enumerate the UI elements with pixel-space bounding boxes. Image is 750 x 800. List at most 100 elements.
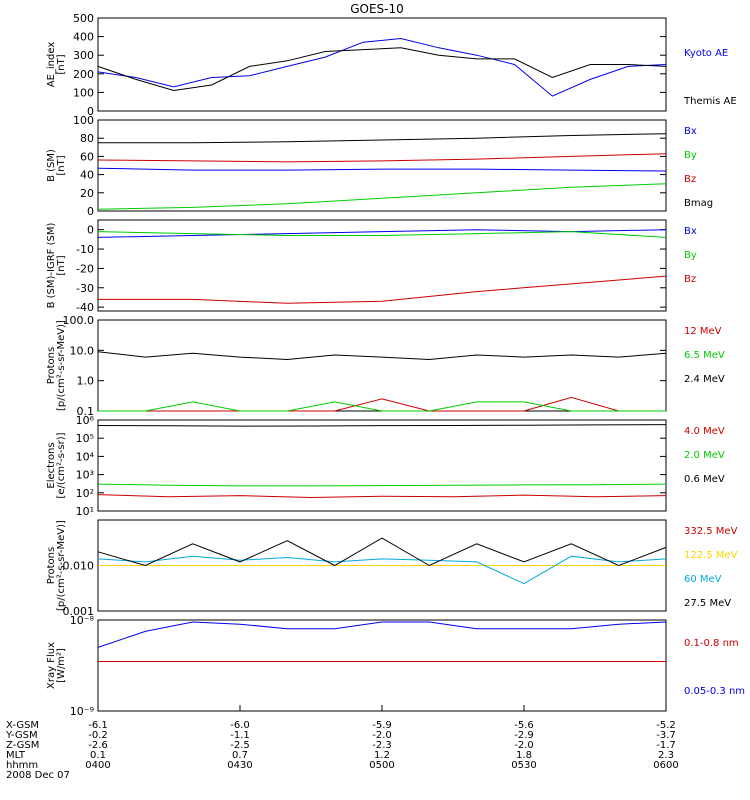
legend-label: Bx	[684, 126, 697, 137]
y-axis-label: Protons	[46, 347, 57, 384]
x-axis-value: -6.0	[230, 720, 250, 731]
y-axis-label: [p/(cm²-s-sr-MeV)]	[56, 520, 67, 611]
series-line-2	[97, 555, 667, 585]
legend-label: Bmag	[684, 198, 713, 209]
x-axis-value: 0600	[653, 760, 678, 771]
x-axis-value: 0530	[511, 760, 536, 771]
x-axis-value: 1.2	[374, 750, 390, 761]
series-line-1	[97, 621, 667, 648]
y-tick-label: 500	[73, 12, 94, 25]
y-axis-label: Protons	[46, 547, 57, 584]
panel-frame	[97, 17, 667, 112]
y-tick-label: 0	[87, 224, 94, 237]
x-axis-value: 0400	[85, 760, 110, 771]
x-axis-value: -6.1	[88, 720, 108, 731]
series-line-0	[97, 494, 667, 499]
y-axis-label: AE_index	[46, 42, 57, 88]
panel-frame	[97, 319, 667, 412]
legend-label: Bz	[684, 174, 696, 185]
figure-title: GOES-10	[350, 2, 404, 16]
x-axis-value: -2.0	[514, 740, 534, 751]
legend-label: 0.1-0.8 nm	[684, 638, 739, 649]
series-line-2	[97, 153, 667, 163]
x-axis-value: 2.3	[658, 750, 674, 761]
series-line-0	[98, 396, 666, 412]
y-axis-label: [nT]	[56, 54, 67, 74]
x-axis-value: -1.7	[656, 740, 676, 751]
y-tick-label: 60	[80, 150, 94, 163]
y-tick-label: 10³	[76, 469, 94, 482]
y-tick-label: 10⁶	[76, 414, 95, 427]
y-tick-label: 0.010	[63, 560, 95, 573]
y-axis-label: [W/m²]	[56, 648, 67, 683]
legend-label: 4.0 MeV	[684, 426, 725, 437]
y-tick-label: 0	[87, 105, 94, 118]
series-line-0	[97, 167, 667, 172]
series-line-1	[97, 47, 667, 92]
series-line-2	[97, 351, 667, 361]
x-axis-value: 0430	[227, 760, 252, 771]
x-axis-value: -0.2	[88, 730, 108, 741]
y-tick-label: 10¹	[76, 505, 94, 518]
legend-label: By	[684, 150, 697, 161]
x-axis-row-label: X-GSM	[6, 720, 39, 731]
y-tick-label: 1.0	[77, 375, 95, 388]
panel-frame	[97, 219, 667, 312]
y-axis-label: [p/(cm²-s-sr-MeV)]	[56, 320, 67, 411]
x-axis-value: -1.1	[230, 730, 250, 741]
y-tick-label: 80	[80, 132, 94, 145]
y-tick-label: -10	[76, 243, 94, 256]
panel-3: 100.0 10.0 1.0 0.1 Protons [p/(cm²-s-sr-MeV)]…	[46, 314, 725, 418]
legend-label: 60 MeV	[684, 574, 722, 585]
y-tick-label: 40	[80, 169, 94, 182]
x-axis-value: 0.1	[90, 750, 106, 761]
panel-6: 10⁻⁸ 10⁻⁹ Xray Flux [W/m²] 0.1-0.8 nm 0.05-0.…	[46, 614, 745, 718]
panel-frame	[97, 119, 667, 212]
y-axis-label: Xray Flux	[46, 642, 57, 689]
x-axis-row-label: MLT	[6, 750, 26, 761]
series-line-0	[97, 37, 667, 97]
y-tick-label: 0.1	[77, 405, 95, 418]
x-axis-value: 0500	[369, 760, 394, 771]
y-axis-label: B (SM)	[46, 149, 57, 182]
x-axis-value: -2.5	[230, 740, 250, 751]
x-axis-row-label: hhmm	[6, 760, 38, 771]
panel-frame	[97, 419, 667, 512]
legend-label: By	[684, 250, 697, 261]
series-line-1	[97, 183, 667, 210]
legend-label: 0.05-0.3 nm	[684, 686, 745, 697]
x-axis-value: -2.6	[88, 740, 108, 751]
legend-label: Bz	[684, 274, 696, 285]
legend-label: 122.5 MeV	[684, 550, 738, 561]
y-tick-label: -40	[76, 301, 94, 314]
y-tick-label: 300	[73, 49, 94, 62]
y-tick-label: 200	[73, 68, 94, 81]
y-tick-label: 10⁻⁹	[70, 705, 94, 718]
panel-1: 100 80 60 40 20 0 B (SM) [nT] Bx By Bz Bmag	[46, 114, 713, 218]
y-tick-label: 100	[73, 86, 94, 99]
y-tick-label: -20	[76, 262, 94, 275]
legend-label: Bx	[684, 226, 697, 237]
x-axis-value: -5.6	[514, 720, 534, 731]
legend-label: 0.6 MeV	[684, 474, 725, 485]
legend-label: 2.4 MeV	[684, 374, 725, 385]
series-line-2	[97, 424, 667, 427]
legend-label: Themis AE	[683, 96, 737, 107]
legend-label: 12 MeV	[684, 326, 722, 337]
x-axis-value: -3.7	[656, 730, 676, 741]
x-axis-value: 1.8	[516, 750, 532, 761]
series-line-3	[97, 537, 667, 567]
x-axis-value: -2.0	[372, 730, 392, 741]
x-axis-date: 2008 Dec 07	[6, 770, 70, 781]
x-axis-row-label: Y-GSM	[5, 730, 38, 741]
series-line-2	[98, 275, 667, 304]
legend-label: 332.5 MeV	[684, 526, 738, 537]
x-axis-value: -2.9	[514, 730, 534, 741]
y-tick-label: 0	[87, 205, 94, 218]
y-tick-label: 10²	[76, 487, 94, 500]
y-tick-label: 20	[80, 187, 94, 200]
y-tick-label: 10.0	[70, 344, 95, 357]
